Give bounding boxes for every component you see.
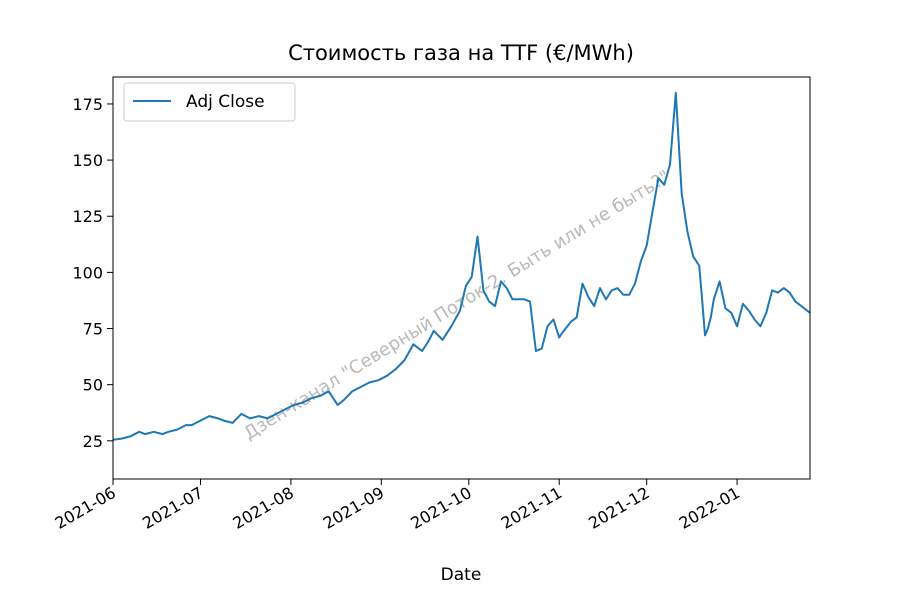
x-tick-label: 2021-08 [229,483,296,533]
x-tick-label: 2022-01 [676,483,743,533]
y-tick-label: 150 [72,151,103,170]
watermark-text: Дзен-канал "Северный Поток-2. Быть или н… [240,166,674,444]
y-tick-label: 25 [83,432,103,451]
y-axis: 25 50 75 100 125 150 175 [72,95,113,451]
series-line-adj-close [112,91,811,441]
y-tick-label: 50 [83,376,103,395]
y-tick-label: 125 [72,207,103,226]
y-tick-label: 100 [72,263,103,282]
x-tick-label: 2021-10 [407,483,474,533]
legend: Adj Close [123,82,296,122]
y-tick-label: 175 [72,95,103,114]
x-tick-label: 2021-07 [139,483,206,533]
x-tick-label: 2021-12 [585,483,652,533]
x-tick-label: 2021-06 [52,483,119,533]
watermark: Дзен-канал "Северный Поток-2. Быть или н… [240,166,674,444]
x-tick-label: 2021-11 [498,483,565,533]
legend-box [123,82,296,122]
x-axis: 2021-06 2021-07 2021-08 2021-09 2021-10 2021-… [52,479,743,533]
y-tick-label: 75 [83,320,103,339]
series-layer [112,91,811,441]
plot-area-frame [112,76,811,480]
x-axis-label: Date [441,565,482,585]
legend-label-adj-close: Adj Close [186,92,265,112]
chart-title: Стоимость газа на TTF (€/MWh) [288,41,634,65]
x-tick-label: 2021-09 [320,483,387,533]
